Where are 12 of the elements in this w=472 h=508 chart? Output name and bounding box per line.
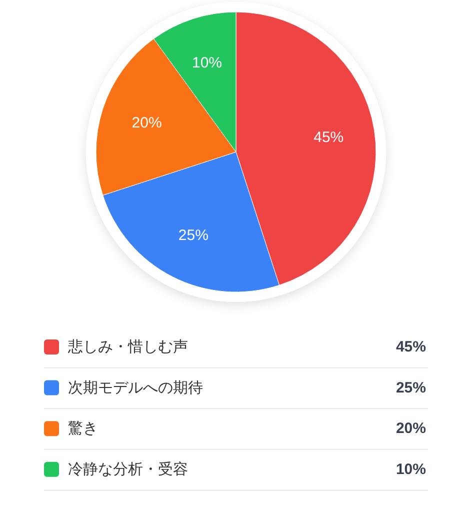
data-label: 25% (178, 227, 208, 244)
data-label: 45% (314, 128, 344, 146)
legend-label: 驚き (68, 420, 98, 438)
text: 25% (396, 379, 426, 396)
legend-label: 悲しみ・惜しむ声 (67, 338, 188, 356)
data-label: 20% (132, 114, 162, 132)
text: 45% (396, 338, 426, 356)
text: 10% (396, 460, 426, 478)
data-label: 10% (192, 54, 222, 72)
legend-label: 冷静な分析・受容 (68, 460, 188, 478)
text: 20% (396, 420, 426, 438)
legend-label: 次期モデルへの期待 (68, 379, 203, 396)
